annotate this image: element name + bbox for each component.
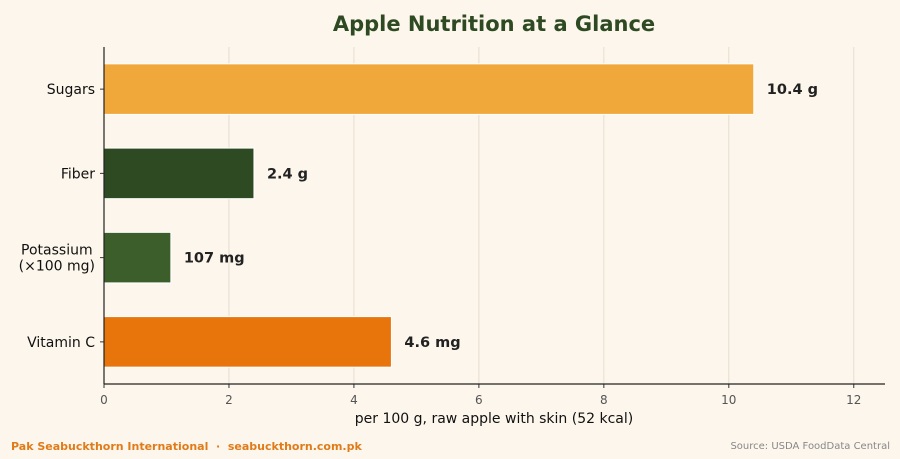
footer-brand: Pak Seabuckthorn International · seabuck… [11, 440, 362, 453]
bar [103, 316, 392, 368]
category-label: Vitamin C [27, 335, 95, 351]
bar [103, 63, 755, 115]
data-label: 2.4 g [267, 166, 308, 182]
x-tick-label: 8 [600, 393, 608, 407]
x-axis-label: per 100 g, raw apple with skin (52 kcal) [355, 411, 633, 427]
x-tick-label: 4 [350, 393, 358, 407]
data-label: 107 mg [184, 251, 245, 267]
x-tick-label: 10 [721, 393, 736, 407]
x-tick-label: 6 [475, 393, 483, 407]
labels: 0 2 4 6 8 10 12 Sugars 10.4 g Fiber 2.4 g Potassium… [19, 82, 862, 407]
data-label: 4.6 mg [404, 335, 460, 351]
x-tick-label: 2 [225, 393, 233, 407]
category-label: Potassium (×100 mg) [19, 243, 95, 275]
x-tick-label: 12 [846, 393, 861, 407]
category-label: Fiber [61, 166, 95, 182]
category-label: Sugars [47, 82, 95, 98]
bars [103, 63, 755, 368]
bar [103, 231, 172, 284]
footer-source: Source: USDA FoodData Central [730, 441, 890, 452]
bar [103, 147, 255, 200]
x-tick-label: 0 [100, 393, 108, 407]
chart-title: Apple Nutrition at a Glance [333, 12, 655, 36]
data-label: 10.4 g [767, 82, 818, 98]
axes [100, 47, 885, 388]
